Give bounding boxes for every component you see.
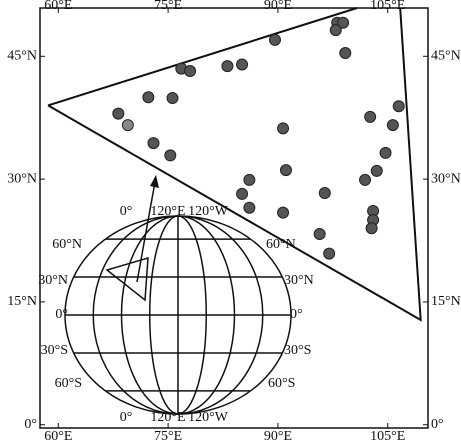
globe-label: 0° <box>120 410 133 425</box>
site-point <box>236 187 249 200</box>
globe-label: 60°N <box>266 237 296 252</box>
site-point <box>279 164 292 177</box>
site-point <box>164 149 177 162</box>
site-point <box>268 33 281 46</box>
site-point <box>243 173 256 186</box>
y-tick-label: 0° <box>24 417 37 432</box>
globe-label: 60°N <box>52 237 82 252</box>
site-point <box>337 16 350 29</box>
x-tick-label: 90°E <box>264 0 292 13</box>
globe-label: 30°N <box>38 273 68 288</box>
y-tick-label: 15°N <box>431 294 461 309</box>
globe-label: 30°S <box>284 343 311 358</box>
site-point <box>121 119 134 132</box>
globe-label: 30°N <box>284 273 314 288</box>
y-tick-label: 30°N <box>7 171 37 186</box>
globe-label: 30°S <box>41 343 68 358</box>
site-point <box>277 122 290 135</box>
site-point <box>112 107 125 120</box>
site-point <box>243 201 256 214</box>
site-point <box>339 47 352 60</box>
map-layer: 60°E 60°E 75°E 75°E 90°E 90°E 105°E 105°E 0° 0° 15… <box>7 0 460 444</box>
inset-globe <box>64 175 292 415</box>
site-point <box>329 24 342 37</box>
globe-label: 0° <box>120 204 133 219</box>
site-point <box>166 92 179 105</box>
region-boundary <box>47 7 422 322</box>
globe-label: 60°S <box>55 376 82 391</box>
site-point <box>277 206 290 219</box>
globe-label: 120°W <box>188 204 229 219</box>
globe-label: 0° <box>290 307 303 322</box>
site-point <box>392 100 405 113</box>
site-point <box>221 60 234 73</box>
site-point <box>318 187 331 200</box>
site-point <box>379 146 392 159</box>
region-boundary <box>47 7 358 107</box>
x-tick-label: 105°E <box>370 0 405 13</box>
site-point <box>365 222 378 235</box>
site-point <box>184 65 197 78</box>
site-point <box>359 173 372 186</box>
site-point <box>147 137 160 150</box>
y-tick-label: 45°N <box>7 49 37 64</box>
globe-grid <box>65 215 291 415</box>
y-tick-label: 15°N <box>7 294 37 309</box>
site-point <box>370 164 383 177</box>
globe-label: 60°S <box>268 376 295 391</box>
site-point <box>313 227 326 240</box>
x-tick-label: 105°E <box>370 429 405 444</box>
x-tick-label: 75°E <box>154 0 182 13</box>
x-tick-label: 60°E <box>44 0 72 13</box>
globe-label: 120°E <box>150 410 185 425</box>
x-tick-label: 60°E <box>44 429 72 444</box>
globe-label: 120°E <box>150 204 185 219</box>
arrow <box>136 181 156 283</box>
inset-region <box>105 256 149 302</box>
frame <box>39 7 429 429</box>
globe-label: 0° <box>55 307 68 322</box>
y-tick-label: 0° <box>431 417 444 432</box>
arrow-head <box>150 175 159 188</box>
y-tick-label: 45°N <box>431 49 461 64</box>
globe-label: 120°W <box>188 410 229 425</box>
site-point <box>386 119 399 132</box>
site-point <box>236 58 249 71</box>
site-point <box>323 247 336 260</box>
x-tick-label: 90°E <box>264 429 292 444</box>
site-point <box>364 110 377 123</box>
site-point <box>142 91 155 104</box>
x-tick-label: 75°E <box>154 429 182 444</box>
y-tick-label: 30°N <box>431 171 461 186</box>
